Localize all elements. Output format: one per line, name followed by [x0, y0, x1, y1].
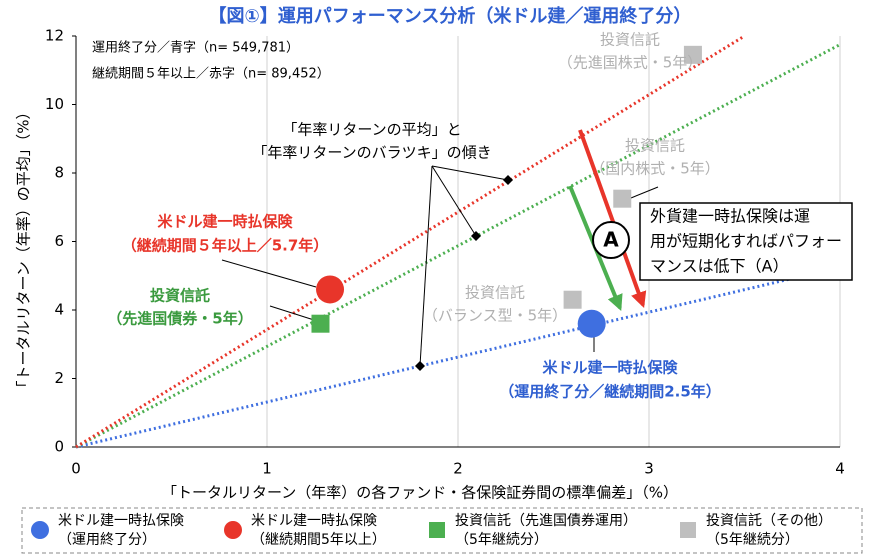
- y-tick-label: 4: [54, 301, 64, 319]
- arrow: [578, 129, 647, 309]
- legend-label: 米ドル建一時払保険: [251, 513, 377, 529]
- legend-label: 投資信託（その他）: [706, 513, 832, 529]
- legend-label: （継続期間5年以上）: [251, 531, 386, 548]
- legend-marker: [680, 522, 696, 538]
- a-circle: [592, 221, 630, 259]
- legend-label: （5年継続分）: [455, 531, 548, 548]
- point: [311, 314, 330, 333]
- diamond: [503, 175, 513, 185]
- leader-line: [269, 305, 315, 321]
- point: [563, 290, 582, 309]
- annotation: （先進国債券・5年）: [107, 310, 252, 328]
- slope-line: [75, 43, 841, 449]
- legend-marker: [224, 521, 242, 539]
- annotation: （国内株式・5年）: [590, 160, 720, 178]
- annotation: 米ドル建一時払保険: [542, 359, 678, 377]
- y-tick-label: 10: [45, 95, 64, 113]
- annotation: 「年率リターンの平均」と: [282, 121, 461, 139]
- annotation: （運用終了分／継続期間2.5年）: [499, 383, 721, 401]
- annotation: 運用終了分／青字（n= 549,781）: [92, 40, 299, 56]
- slope-line: [75, 265, 841, 449]
- y-tick-label: 12: [45, 27, 64, 45]
- annotation: マンスは低下（A）: [650, 257, 789, 276]
- leader-line: [419, 165, 433, 367]
- x-axis-title: 「トータルリターン（年率）の各ファンド・各保険証券間の標準偏差」（%）: [162, 484, 678, 502]
- annotation: （バランス型・5年）: [423, 307, 567, 325]
- diamond: [415, 361, 425, 371]
- x-tick-label: 2: [453, 460, 463, 478]
- y-tick-label: 0: [54, 438, 64, 456]
- chart-title: 【図①】運用パフォーマンス分析（米ドル建／運用終了分）: [209, 5, 692, 27]
- leader-line: [625, 186, 659, 201]
- leader-line: [221, 259, 317, 288]
- legend-box: [21, 507, 863, 554]
- legend-label: （5年継続分）: [706, 531, 799, 548]
- slope-line: [75, 34, 746, 449]
- x-tick-label: 3: [644, 460, 654, 478]
- y-tick-label: 2: [54, 369, 64, 387]
- annotation: 投資信託: [465, 284, 525, 302]
- diamond: [471, 231, 481, 241]
- annotation: 「年率リターンのバラツキ」の傾き: [252, 144, 491, 162]
- point: [316, 275, 345, 304]
- y-tick-label: 6: [54, 232, 64, 250]
- legend-label: 投資信託（先進国債券運用）: [455, 513, 637, 529]
- legend-marker: [31, 521, 49, 539]
- legend-label: （運用終了分）: [58, 532, 156, 548]
- legend-label: 米ドル建一時払保険: [58, 513, 184, 529]
- annotation: 米ドル建一時払保険: [157, 213, 293, 231]
- point: [613, 189, 632, 208]
- leader-line: [431, 165, 477, 237]
- annotation: 投資信託: [150, 287, 210, 305]
- diamonds: [415, 175, 513, 371]
- annotation: 継続期間５年以上／赤字（n= 89,452）: [92, 67, 330, 82]
- annotation: A: [603, 228, 619, 252]
- annotation: （継続期間５年以上／5.7年）: [122, 237, 329, 255]
- annotation: 投資信託: [600, 31, 660, 49]
- leader-line: [431, 165, 509, 181]
- note-box: [639, 202, 853, 281]
- x-tick-label: 0: [71, 460, 81, 478]
- leaders: [221, 165, 659, 367]
- x-tick-label: 4: [835, 460, 845, 478]
- annotation: 投資信託: [625, 137, 685, 155]
- x-tick-label: 1: [262, 460, 272, 478]
- annotation: （先進国株式・5年）: [558, 54, 703, 72]
- y-tick-label: 8: [54, 164, 64, 182]
- annotation: 外貨建一時払保険は運: [650, 207, 810, 226]
- point: [683, 45, 702, 64]
- y-axis-title: 「トータルリターン（年率）の平均」（%）: [15, 104, 33, 395]
- point: [577, 309, 606, 338]
- annotation: 用が短期化すればパフォー: [650, 232, 842, 251]
- legend-marker: [429, 522, 445, 538]
